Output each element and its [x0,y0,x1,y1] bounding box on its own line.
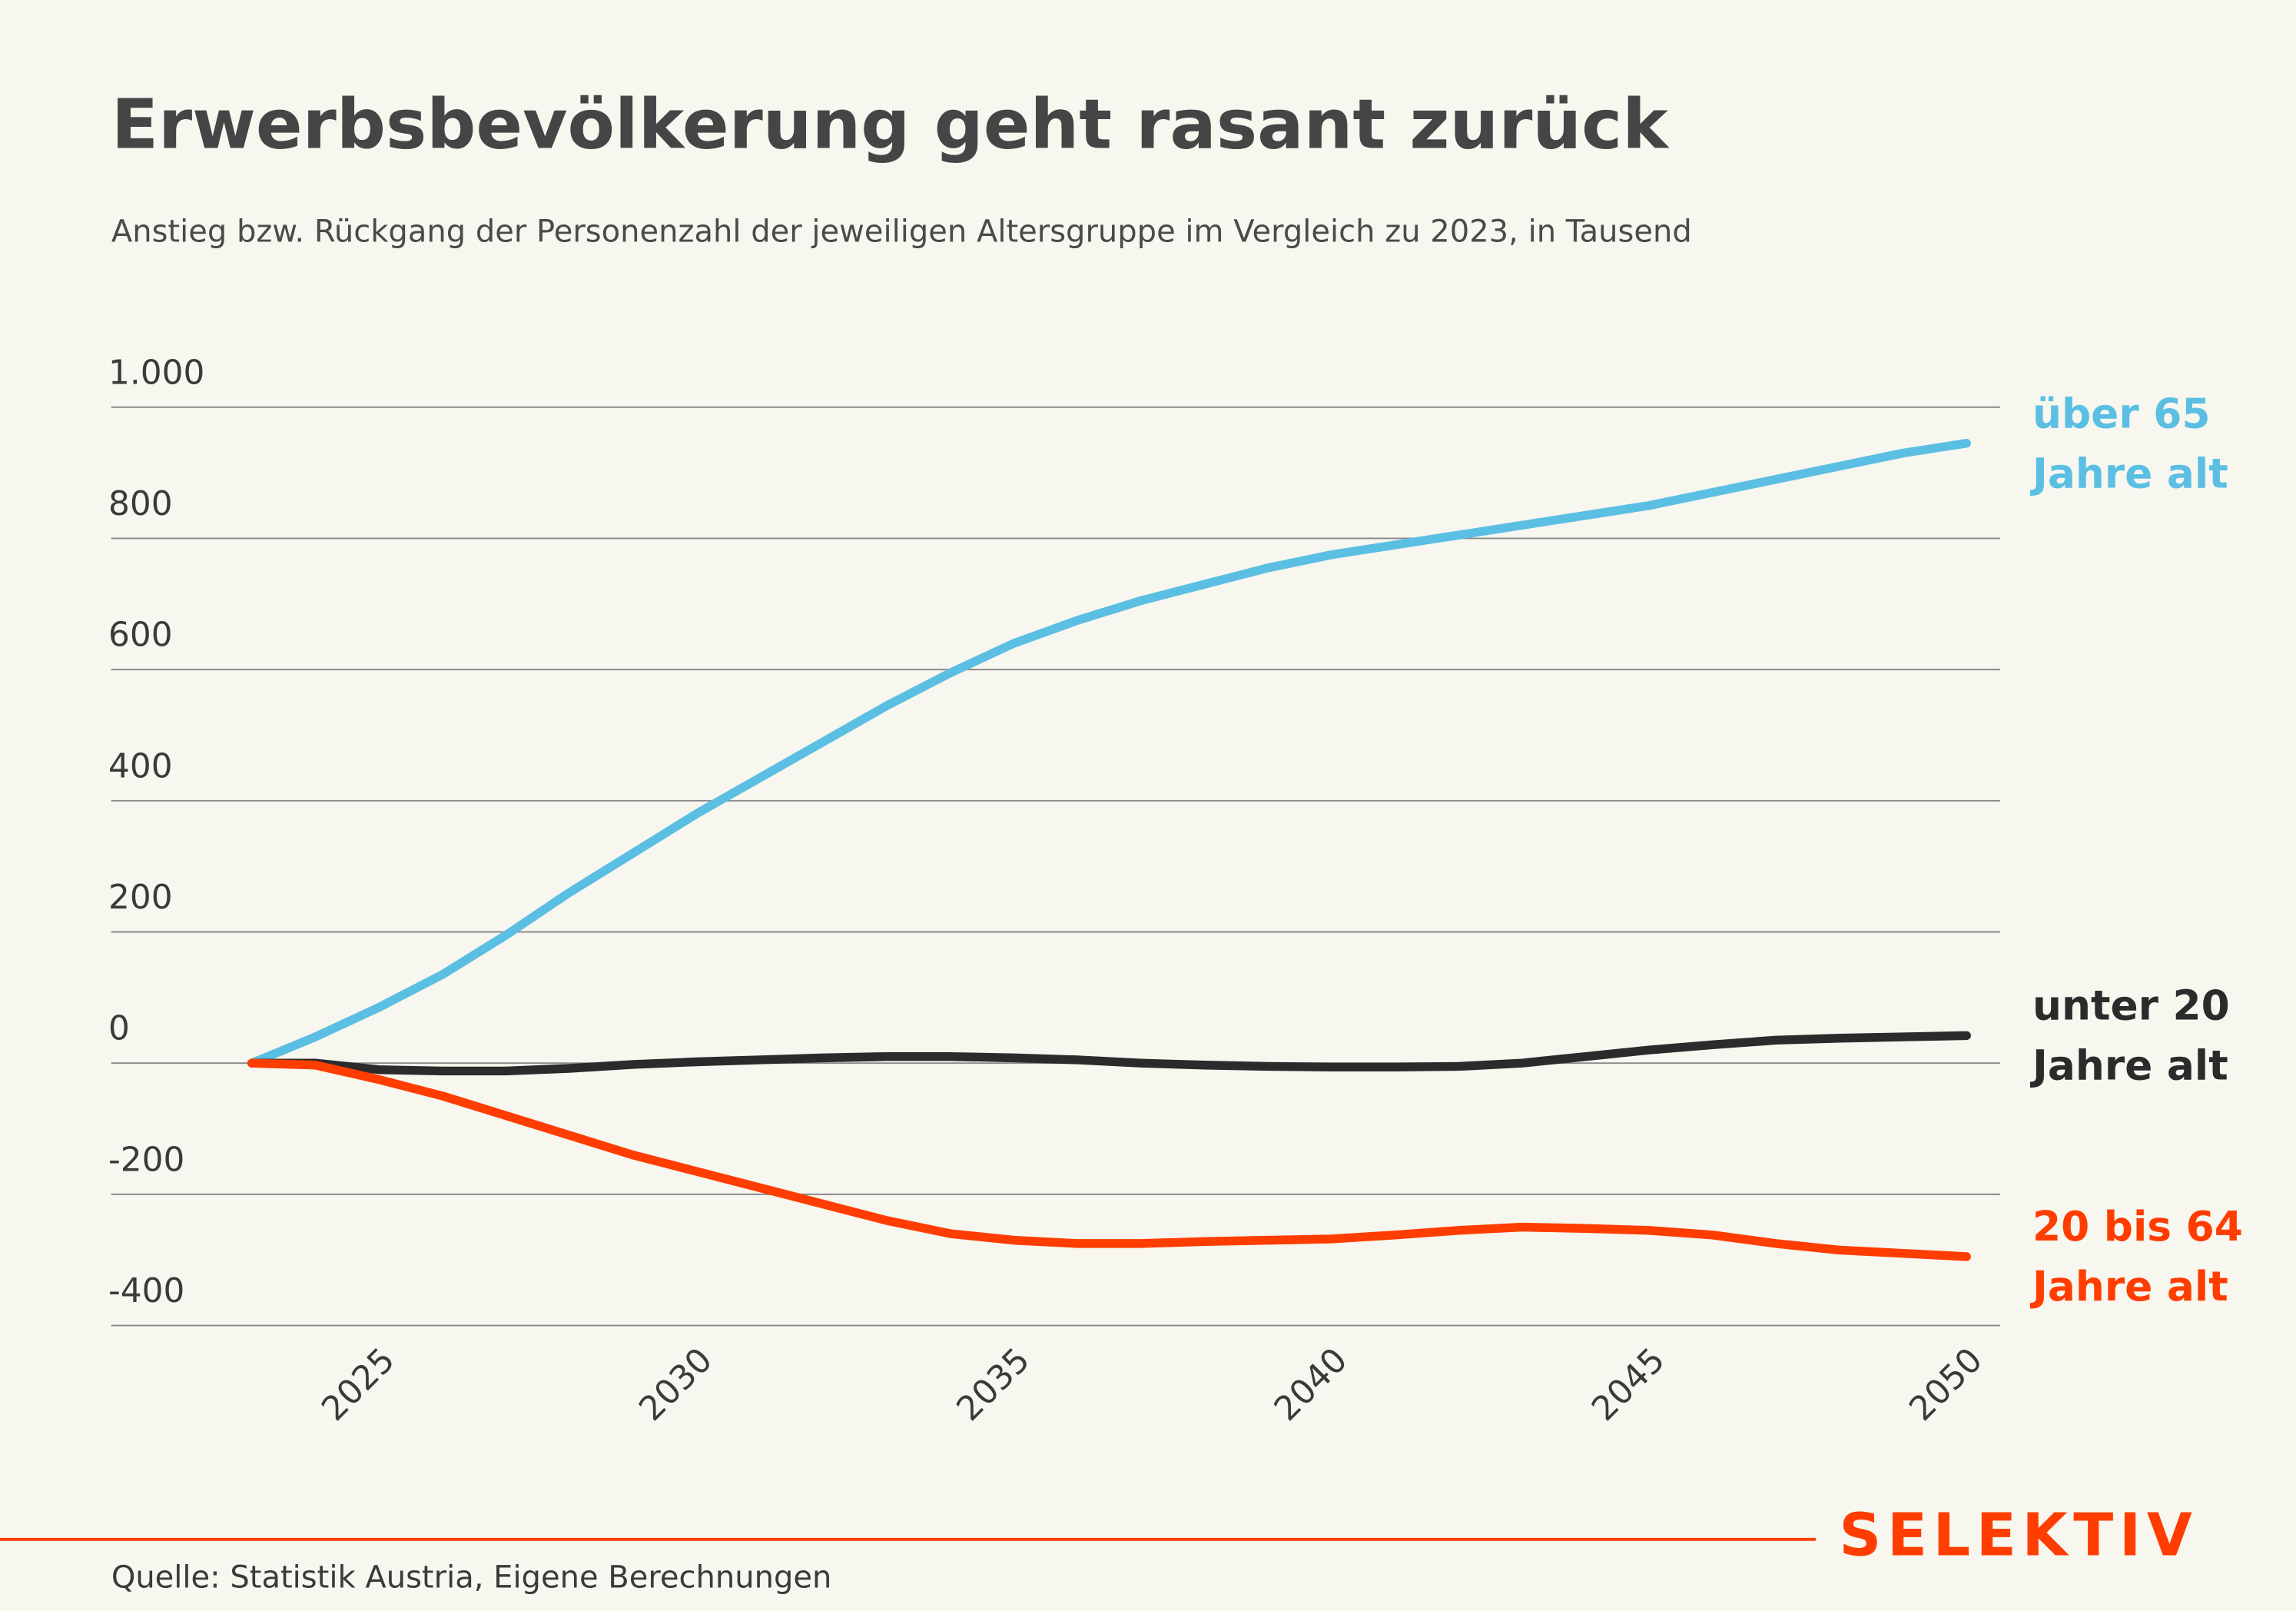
series-line [247,1031,1971,1076]
y-tick-label: -400 [108,1271,184,1310]
brand-logo: SELEKTIV [1839,1503,2198,1570]
y-tick-label: 200 [108,878,173,917]
y-tick-label: 800 [108,484,173,523]
x-tick-label: 2050 [1902,1340,1990,1429]
y-tick-label: 0 [108,1009,130,1048]
y-tick-label: 400 [108,746,173,786]
y-tick-label: 1.000 [108,353,204,392]
x-tick-label: 2025 [314,1340,403,1429]
series-label: 20 bis 64 Jahre alt [2032,1202,2243,1311]
series-line [247,438,1971,1068]
series-label: unter 20 Jahre alt [2032,981,2230,1090]
y-tick-label: 600 [108,616,173,655]
x-tick-label: 2045 [1584,1340,1673,1429]
series-label: über 65 Jahre alt [2032,389,2228,498]
y-tick-label: -200 [108,1140,184,1179]
source: Quelle: Statistik Austria, Eigene Berech… [111,1560,832,1596]
x-tick-label: 2040 [1266,1340,1355,1429]
x-tick-label: 2030 [632,1340,720,1429]
x-tick-label: 2035 [949,1340,1037,1429]
chart-title: Erwerbsbevölkerung geht rasant zurück [111,85,1668,166]
series-line [247,1058,1971,1261]
chart-subtitle: Anstieg bzw. Rückgang der Personenzahl d… [111,214,1692,249]
